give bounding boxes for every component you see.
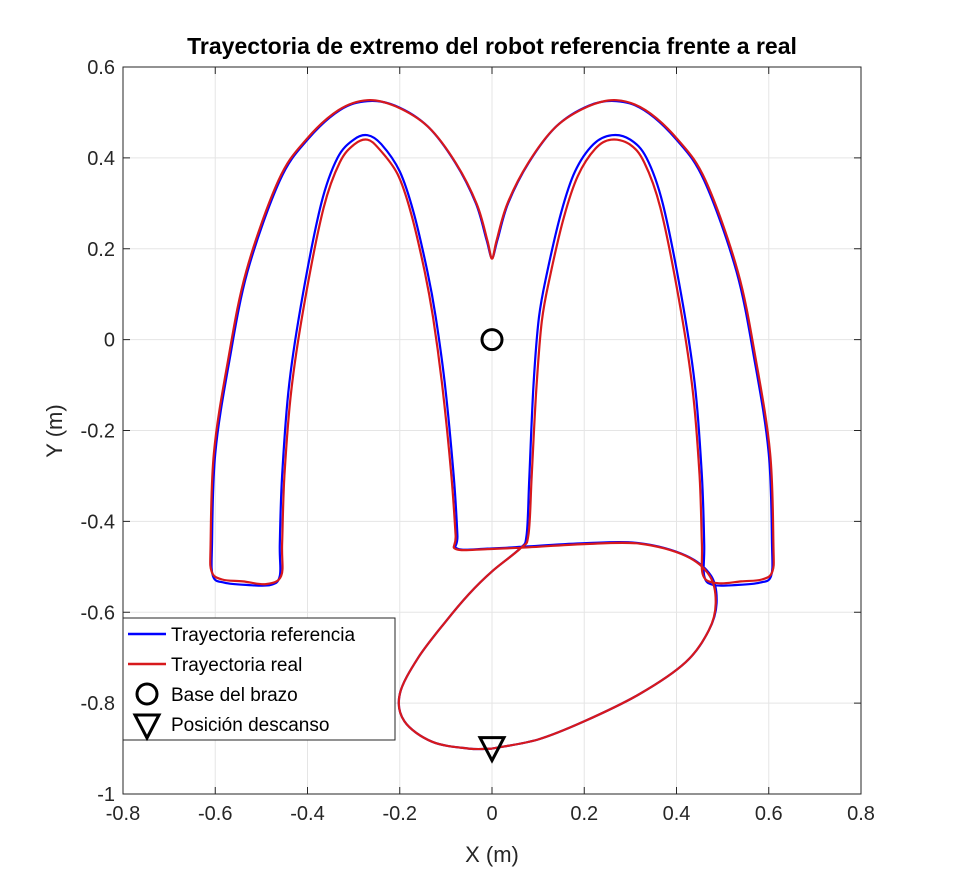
legend-label-referencia: Trayectoria referencia [171, 625, 356, 646]
y-tick-label: 0.6 [87, 57, 115, 79]
posicion-descanso-marker [477, 736, 507, 764]
legend-marker-descanso [132, 713, 162, 742]
y-axis-label: Y (m) [42, 404, 67, 457]
x-tick-label: -0.6 [198, 803, 232, 825]
legend-label-descanso: Posición descanso [171, 715, 329, 736]
base-del-brazo-marker [480, 328, 504, 352]
x-tick-label: -0.8 [106, 803, 140, 825]
legend-marker-base [135, 682, 159, 706]
x-axis-label: X (m) [465, 842, 519, 867]
y-tick-label: -0.6 [81, 602, 115, 624]
legend-box [122, 617, 396, 741]
legend: Trayectoria referencia Trayectoria real … [122, 617, 396, 742]
x-tick-label: -0.2 [383, 803, 417, 825]
y-tick-label: -0.4 [81, 511, 115, 533]
ticks: -0.8 -0.6 -0.4 -0.2 0 0.2 0.4 0.6 0.8-1-0.8-0.6-… [81, 57, 875, 825]
x-tick-label: -0.4 [290, 803, 324, 825]
legend-label-base: Base del brazo [171, 685, 298, 706]
y-tick-label: 0.2 [87, 239, 115, 261]
x-tick-label: 0.2 [570, 803, 598, 825]
x-tick-label: 0.4 [663, 803, 691, 825]
y-tick-label: -0.2 [81, 421, 115, 443]
series-line-real [209, 99, 775, 751]
x-tick-label: 0.8 [847, 803, 875, 825]
plot-area [209, 99, 775, 764]
y-tick-label: -0.8 [81, 693, 115, 715]
y-tick-label: -1 [97, 784, 115, 806]
legend-label-real: Trayectoria real [171, 655, 302, 676]
y-tick-label: 0.4 [87, 148, 115, 170]
y-tick-label: 0 [104, 330, 115, 352]
chart-title: Trayectoria de extremo del robot referen… [187, 33, 797, 59]
x-tick-label: 0.6 [755, 803, 783, 825]
x-tick-label: 0 [486, 803, 497, 825]
